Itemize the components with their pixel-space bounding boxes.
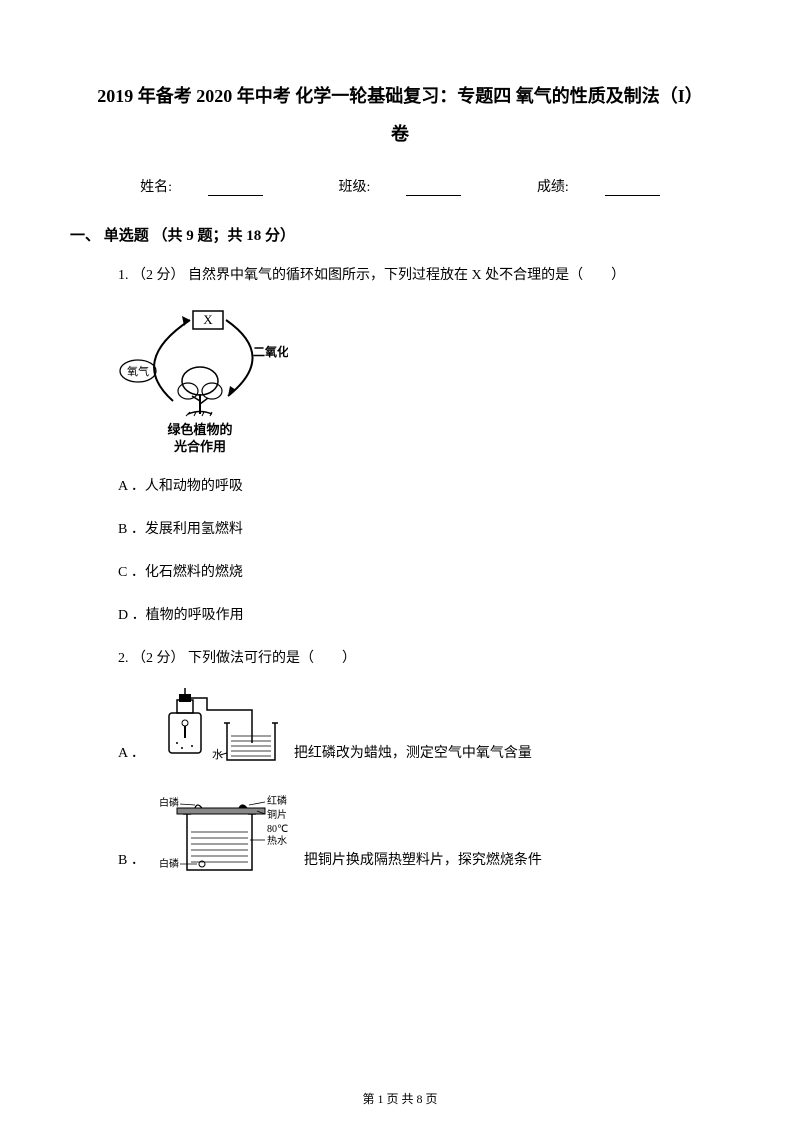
svg-text:白磷: 白磷 bbox=[159, 796, 179, 809]
q2-a-diagram: 水 bbox=[157, 688, 282, 770]
section-detail: （共 9 题；共 18 分） bbox=[153, 228, 296, 244]
q2-b-diagram: 白磷 白磷 红磷 铜片 80℃ 热水 bbox=[157, 792, 292, 877]
score-label: 成绩: bbox=[519, 180, 678, 195]
name-blank bbox=[208, 182, 263, 196]
student-info-row: 姓名: 班级: 成绩: bbox=[70, 176, 730, 196]
q2-b-label: B ． bbox=[118, 849, 145, 877]
q2-a-text: 把红磷改为蜡烛，测定空气中氧气含量 bbox=[294, 742, 532, 770]
q1-option-d: D ．植物的呼吸作用 bbox=[118, 605, 730, 626]
question-1: 1. （2 分） 自然界中氧气的循环如图所示，下列过程放在 X 处不合理的是（ … bbox=[118, 265, 730, 287]
q2-option-b: B ． 白磷 白磷 红磷 铜片 80℃ 热水 把铜片换成隔热塑料片，探究燃烧 bbox=[118, 792, 730, 877]
svg-text:红磷: 红磷 bbox=[267, 794, 287, 807]
section-title: 单选题 bbox=[104, 228, 149, 244]
page-title-line1: 2019 年备考 2020 年中考 化学一轮基础复习：专题四 氧气的性质及制法（… bbox=[70, 80, 730, 112]
name-label: 姓名: bbox=[122, 180, 281, 195]
section-header: 一、 单选题 （共 9 题；共 18 分） bbox=[70, 224, 730, 245]
svg-text:光合作用: 光合作用 bbox=[173, 439, 226, 454]
q1-diagram: X 氧气 二氧化碳 绿色植物的 光合作用 bbox=[118, 306, 730, 456]
q2-points: （2 分） bbox=[132, 651, 185, 666]
q2-a-label: A ． bbox=[118, 742, 145, 770]
svg-text:铜片: 铜片 bbox=[267, 808, 287, 821]
section-number: 一、 bbox=[70, 228, 100, 244]
q2-text: 下列做法可行的是（ ） bbox=[188, 651, 356, 666]
svg-text:氧气: 氧气 bbox=[127, 364, 149, 378]
q2-option-a: A ． 水 把红磷改为蜡烛，测定空气中氧气含量 bbox=[118, 688, 730, 770]
q1-option-b: B ．发展利用氢燃料 bbox=[118, 519, 730, 540]
svg-text:热水: 热水 bbox=[267, 834, 287, 847]
q1-points: （2 分） bbox=[132, 268, 185, 283]
class-blank bbox=[406, 182, 461, 196]
q1-text: 自然界中氧气的循环如图所示，下列过程放在 X 处不合理的是（ ） bbox=[188, 268, 625, 283]
q1-option-a: A ．人和动物的呼吸 bbox=[118, 476, 730, 497]
q1-number: 1. bbox=[118, 268, 129, 283]
svg-text:白磷: 白磷 bbox=[159, 857, 179, 870]
q2-b-text: 把铜片换成隔热塑料片，探究燃烧条件 bbox=[304, 849, 542, 877]
question-2: 2. （2 分） 下列做法可行的是（ ） bbox=[118, 648, 730, 670]
svg-text:X: X bbox=[203, 312, 213, 327]
svg-text:二氧化碳: 二氧化碳 bbox=[253, 344, 288, 359]
page-title-line2: 卷 bbox=[70, 120, 730, 146]
q1-option-c: C ．化石燃料的燃烧 bbox=[118, 562, 730, 583]
svg-text:80℃: 80℃ bbox=[267, 824, 288, 835]
svg-text:绿色植物的: 绿色植物的 bbox=[167, 422, 232, 437]
score-blank bbox=[605, 182, 660, 196]
page-footer: 第 1 页 共 8 页 bbox=[0, 1090, 800, 1107]
q2-number: 2. bbox=[118, 651, 129, 666]
class-label: 班级: bbox=[321, 180, 480, 195]
